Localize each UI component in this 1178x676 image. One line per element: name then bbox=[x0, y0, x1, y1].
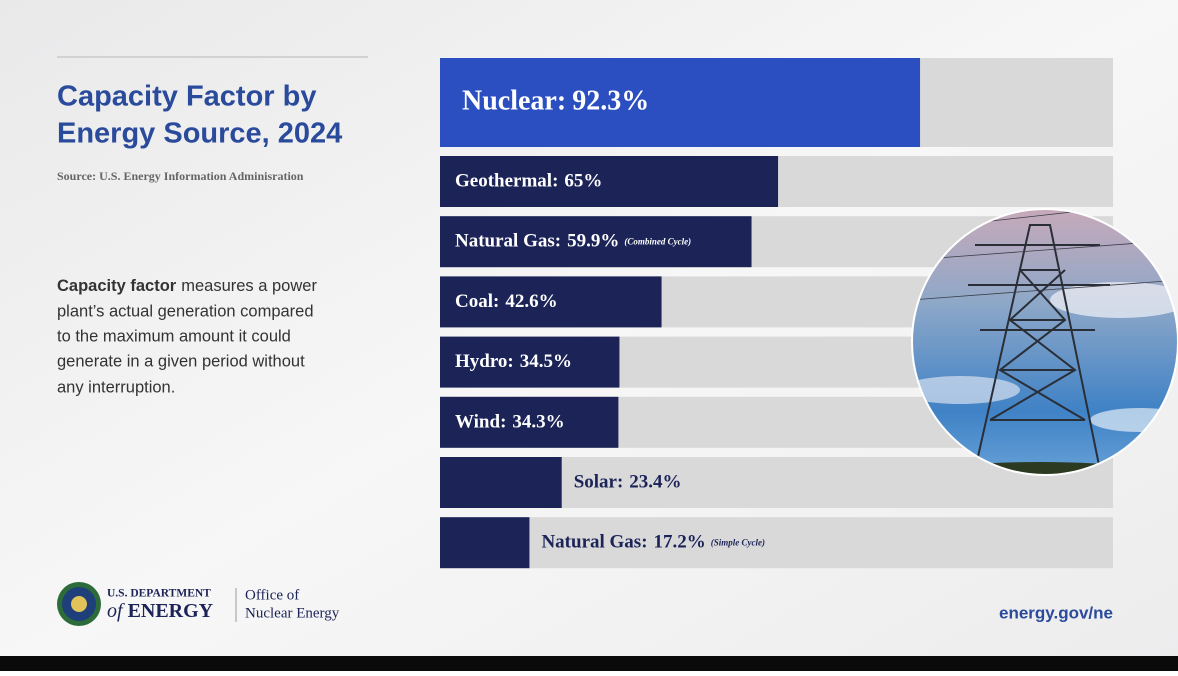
category-note: (Simple Cycle) bbox=[711, 538, 765, 548]
bar bbox=[440, 336, 620, 388]
category-label: Solar: bbox=[574, 472, 624, 493]
description-line: generate in a given period without bbox=[57, 352, 305, 370]
photo-border bbox=[911, 208, 1178, 476]
description-line: Capacity factor measures a power bbox=[57, 277, 317, 295]
value-label: 17.2% bbox=[654, 532, 706, 553]
bar-label: Hydro: 34.5% bbox=[455, 351, 572, 372]
bar-label: Nuclear: 92.3% bbox=[462, 86, 649, 117]
department-energy: ENERGY bbox=[128, 600, 214, 622]
category-label: Natural Gas: bbox=[455, 231, 561, 252]
bottom-strip bbox=[0, 656, 1178, 671]
category-label: Natural Gas: bbox=[541, 532, 647, 553]
department-line: U.S. DEPARTMENT bbox=[107, 588, 211, 600]
track bbox=[440, 517, 1113, 569]
value-label: 34.5% bbox=[520, 351, 572, 372]
bar bbox=[440, 517, 530, 569]
category-label: Coal: bbox=[455, 291, 499, 312]
category-label: Geothermal: bbox=[455, 171, 558, 192]
department-of: of bbox=[107, 600, 125, 622]
office-line: Nuclear Energy bbox=[245, 605, 340, 621]
chart-title: Capacity Factor by bbox=[57, 81, 316, 113]
bar bbox=[440, 457, 562, 508]
value-label: 92.3% bbox=[572, 86, 649, 117]
description-line: to the maximum amount it could bbox=[57, 327, 291, 345]
bar bbox=[440, 276, 662, 328]
description-text: measures a power bbox=[181, 277, 317, 295]
department-line: of ENERGY bbox=[107, 600, 214, 622]
office-line: Office of bbox=[245, 587, 299, 603]
value-label: 42.6% bbox=[505, 291, 557, 312]
description: Capacity factor measures a power plant’s … bbox=[57, 277, 317, 396]
bar-label: Coal: 42.6% bbox=[455, 291, 558, 312]
category-label: Nuclear: bbox=[462, 86, 566, 117]
value-label: 59.9% bbox=[567, 231, 619, 252]
description-line: any interruption. bbox=[57, 378, 175, 396]
value-label: 65% bbox=[564, 171, 602, 192]
description-bold: Capacity factor bbox=[57, 277, 177, 295]
bar bbox=[440, 58, 921, 147]
bar bbox=[440, 156, 779, 207]
value-label: 23.4% bbox=[629, 472, 681, 493]
bar-label: Solar: 23.4% bbox=[574, 472, 682, 493]
description-line: plant’s actual generation compared bbox=[57, 302, 314, 320]
bar bbox=[440, 216, 752, 268]
category-label: Wind: bbox=[455, 412, 506, 433]
url[interactable]: energy.gov/ne bbox=[999, 603, 1113, 622]
value-label: 34.3% bbox=[512, 412, 564, 433]
bar bbox=[440, 396, 619, 448]
source: Source: U.S. Energy Information Adminisr… bbox=[57, 169, 304, 183]
bar-label: Wind: 34.3% bbox=[455, 412, 565, 433]
chart-title: Energy Source, 2024 bbox=[57, 118, 342, 150]
category-note: (Combined Cycle) bbox=[624, 237, 691, 247]
bar-label: Geothermal: 65% bbox=[455, 171, 602, 192]
category-label: Hydro: bbox=[455, 351, 514, 372]
bar-label: Natural Gas: 59.9% (Combined Cycle) bbox=[455, 231, 691, 252]
doe-logo bbox=[57, 582, 101, 626]
bar-label: Natural Gas: 17.2% (Simple Cycle) bbox=[541, 532, 765, 553]
